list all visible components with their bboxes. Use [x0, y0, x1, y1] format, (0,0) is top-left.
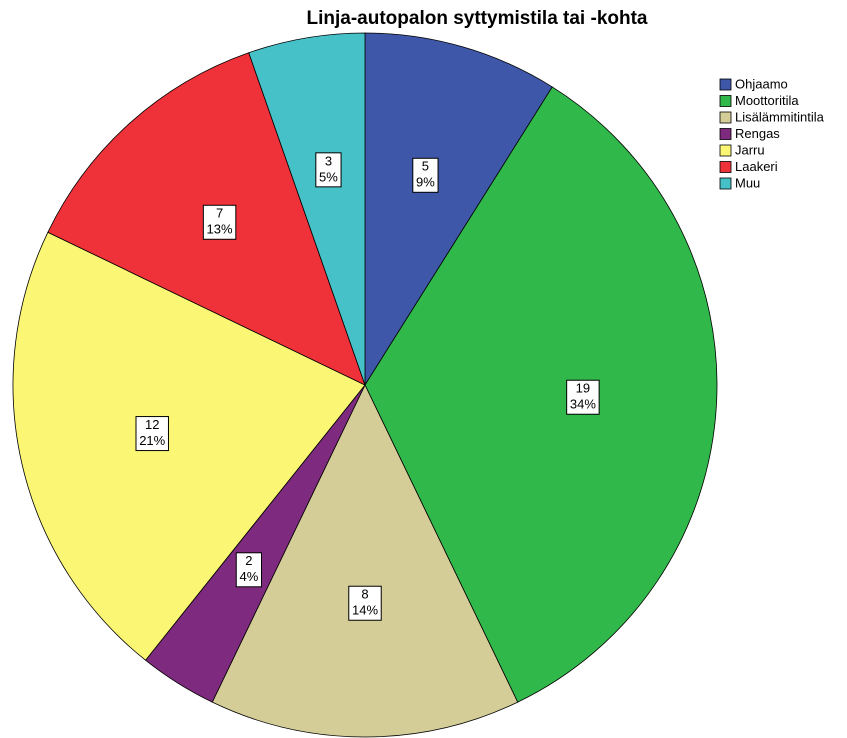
- data-label-box: [315, 152, 342, 188]
- data-label-box: [412, 157, 439, 193]
- data-label-box: [202, 204, 237, 240]
- pie-slice: [364, 32, 553, 387]
- data-label: 814%: [348, 585, 382, 621]
- legend-swatch: [719, 128, 732, 140]
- data-label-box: [348, 585, 382, 621]
- legend-swatch: [719, 144, 732, 157]
- data-label-percent: 13%: [207, 222, 233, 237]
- data-label-percent: 14%: [352, 603, 378, 618]
- data-label-count: 12: [145, 417, 159, 432]
- pie-slice: [12, 231, 366, 661]
- legend-label: Ohjaamo: [735, 76, 788, 91]
- data-label-box: [566, 379, 600, 415]
- data-label-count: 2: [245, 553, 252, 568]
- legend-swatch: [719, 177, 732, 190]
- legend-label: Jarru: [735, 142, 765, 157]
- data-label-count: 7: [216, 206, 223, 221]
- data-label-percent: 5%: [319, 169, 338, 184]
- data-label: 24%: [235, 552, 263, 588]
- data-label-percent: 4%: [239, 569, 258, 584]
- pie-slice: [364, 86, 718, 703]
- legend-label: Moottoritila: [735, 93, 799, 108]
- legend-swatch: [719, 111, 732, 124]
- data-label-count: 3: [325, 153, 332, 168]
- legend-label: Lisälämmitintila: [735, 109, 825, 124]
- data-label: 59%: [412, 157, 439, 193]
- data-label-count: 5: [422, 159, 429, 174]
- chart-title: Linja-autopalon syttymistila tai -kohta: [307, 8, 648, 29]
- data-label-count: 8: [361, 587, 368, 602]
- data-label-percent: 34%: [570, 397, 596, 412]
- data-label-box: [235, 552, 263, 588]
- pie-slice: [211, 384, 519, 738]
- data-label: 713%: [202, 204, 237, 240]
- legend-swatch: [719, 78, 732, 91]
- pie-slice: [248, 32, 366, 386]
- legend-label: Muu: [735, 175, 760, 190]
- legend-swatch: [719, 95, 732, 107]
- legend-label: Laakeri: [735, 159, 778, 174]
- data-label-percent: 9%: [416, 175, 435, 190]
- data-label-box: [135, 416, 169, 452]
- legend-label: Rengas: [735, 126, 780, 141]
- data-label: 35%: [315, 152, 342, 188]
- data-label-count: 19: [576, 381, 590, 396]
- legend-swatch: [719, 161, 732, 173]
- data-label-percent: 21%: [139, 433, 165, 448]
